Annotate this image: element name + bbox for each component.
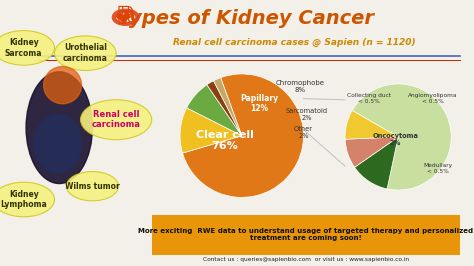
Circle shape — [81, 100, 152, 140]
Text: Papillary
12%: Papillary 12% — [240, 94, 278, 113]
Text: Sarcomatoid
2%: Sarcomatoid 2% — [285, 107, 328, 120]
Circle shape — [0, 31, 55, 65]
Text: Collecting duct
< 0.5%: Collecting duct < 0.5% — [347, 93, 391, 104]
Wedge shape — [355, 137, 398, 189]
Text: Oncocytoma
2%: Oncocytoma 2% — [373, 133, 419, 146]
Circle shape — [66, 172, 118, 201]
Text: Kidney
Sarcoma: Kidney Sarcoma — [5, 38, 43, 57]
Text: Medullary
< 0.5%: Medullary < 0.5% — [423, 163, 453, 174]
Text: Urothelial
carcinoma: Urothelial carcinoma — [63, 44, 108, 63]
Wedge shape — [345, 110, 398, 139]
Text: ❤: ❤ — [115, 9, 131, 28]
Text: Clear cell
76%: Clear cell 76% — [195, 130, 254, 151]
Wedge shape — [182, 74, 303, 197]
Text: Kidney
Lymphoma: Kidney Lymphoma — [0, 190, 47, 209]
Wedge shape — [345, 137, 398, 167]
Circle shape — [55, 36, 116, 70]
Text: Renal cell carcinoma cases @ Sapien (n = 1120): Renal cell carcinoma cases @ Sapien (n =… — [173, 38, 415, 47]
Wedge shape — [213, 78, 242, 136]
Text: Angiomyolipoma
< 0.5%: Angiomyolipoma < 0.5% — [408, 93, 457, 104]
Ellipse shape — [26, 72, 92, 184]
Wedge shape — [207, 81, 242, 136]
Text: Chromophobe
8%: Chromophobe 8% — [276, 80, 325, 93]
Ellipse shape — [34, 114, 82, 173]
Text: Other
2%: Other 2% — [294, 126, 313, 139]
Ellipse shape — [44, 66, 82, 104]
Wedge shape — [187, 85, 242, 136]
FancyBboxPatch shape — [152, 215, 460, 255]
Text: Contact us : queries@sapienbio.com  or visit us : www.sapienbio.co.in: Contact us : queries@sapienbio.com or vi… — [203, 257, 409, 262]
Wedge shape — [180, 108, 242, 153]
Text: Wilms tumor: Wilms tumor — [65, 182, 120, 191]
Text: More exciting  RWE data to understand usage of targeted therapy and personalized: More exciting RWE data to understand usa… — [138, 228, 474, 240]
Text: ℝ: ℝ — [116, 5, 136, 29]
Text: Types of Kidney Cancer: Types of Kidney Cancer — [119, 9, 374, 28]
Wedge shape — [352, 84, 451, 190]
Text: Renal cell
carcinoma: Renal cell carcinoma — [91, 110, 141, 129]
Circle shape — [0, 182, 55, 217]
